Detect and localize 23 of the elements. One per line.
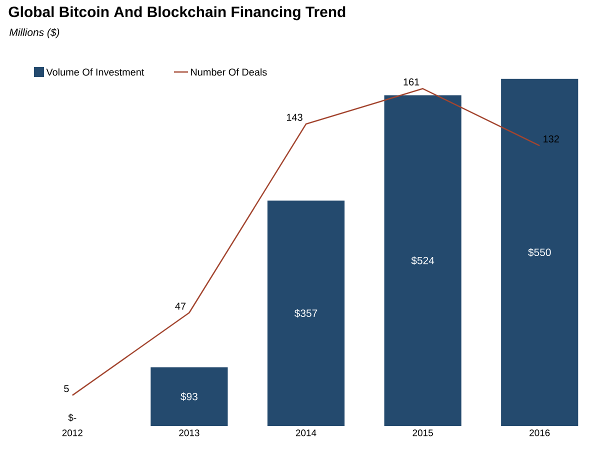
chart-title: Global Bitcoin And Blockchain Financing Trend xyxy=(8,6,346,20)
legend-label: Number Of Deals xyxy=(191,68,267,76)
data-label: 132 xyxy=(544,135,559,142)
x-tick-label: 2016 xyxy=(530,430,550,436)
bar xyxy=(501,78,578,426)
x-tick-label: 2013 xyxy=(179,430,200,436)
legend-label: Volume Of Investment xyxy=(46,68,144,76)
data-label: $- xyxy=(68,414,76,422)
chart-subtitle: Millions ($) xyxy=(10,28,60,38)
data-label: $357 xyxy=(294,309,318,318)
x-tick-label: 2015 xyxy=(412,430,433,436)
data-label: 5 xyxy=(64,385,69,392)
data-label: 47 xyxy=(175,302,186,310)
data-label: $93 xyxy=(180,392,198,401)
bar xyxy=(384,95,462,426)
x-tick-label: 2014 xyxy=(296,430,316,436)
data-label: 161 xyxy=(404,78,420,86)
bar xyxy=(267,200,345,426)
bar xyxy=(150,367,228,426)
x-tick-label: 2012 xyxy=(62,430,82,436)
data-label: $524 xyxy=(411,256,434,265)
data-label: $550 xyxy=(528,248,551,257)
data-label: 143 xyxy=(286,114,302,121)
